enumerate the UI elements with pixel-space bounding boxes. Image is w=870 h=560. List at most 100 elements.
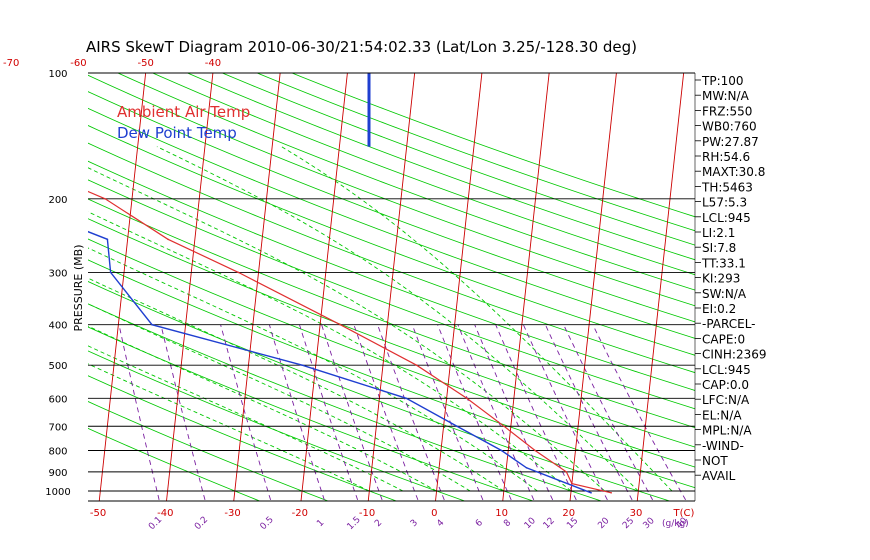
index-label: CAP:0.0 (702, 378, 749, 392)
mixing-ratio-line (268, 324, 325, 501)
isotherm (166, 73, 214, 501)
ambient-point (503, 425, 505, 428)
isotherm (772, 73, 818, 501)
dry-adiabat (117, 73, 695, 291)
index-label: MW:N/A (702, 89, 750, 103)
bottom-temp-tick-label: -20 (292, 508, 308, 519)
isotherm (367, 73, 416, 501)
pressure-tick-label: 800 (48, 447, 67, 458)
dry-adiabat (88, 198, 695, 429)
index-label: TT:33.1 (701, 256, 746, 270)
legend-ambient-air-temp: Ambient Air Temp (117, 103, 250, 121)
index-label: LCL:945 (702, 211, 751, 225)
moist-adiabat (88, 277, 505, 492)
index-label: CAPE:0 (702, 332, 745, 346)
index-label: MAXT:30.8 (702, 165, 765, 179)
grid-layer (0, 73, 870, 501)
mixing-ratio-line (437, 324, 512, 501)
mixing-ratio-line (220, 324, 272, 501)
top-temp-tick-label: -50 (138, 58, 154, 69)
index-label: TP:100 (701, 74, 744, 88)
pressure-tick-label: 600 (48, 394, 67, 405)
legend-dew-point-temp: Dew Point Temp (117, 124, 237, 142)
top-temp-tick-label: -60 (70, 58, 86, 69)
dewpoint-point (301, 364, 304, 367)
mixing-ratio-label: 0.2 (193, 515, 210, 532)
isotherm (435, 73, 483, 501)
dry-adiabat (88, 142, 695, 374)
dry-adiabat (88, 281, 670, 501)
dewpoint-point (109, 271, 112, 274)
pressure-tick-label: 100 (48, 69, 67, 80)
top-temp-tick-label: -40 (205, 58, 221, 69)
ambient-point (534, 449, 536, 452)
dry-adiabat (88, 218, 695, 448)
pressure-tick-label: 900 (48, 468, 67, 479)
moist-adiabat (88, 363, 370, 492)
dry-adiabat (88, 91, 695, 323)
index-label: EL:N/A (702, 408, 742, 422)
isotherm (569, 73, 617, 501)
mixing-ratio-line (522, 324, 608, 501)
bottom-temp-tick-label: 20 (562, 508, 575, 519)
temp-unit-label: T(C) (673, 508, 695, 519)
dry-adiabat (88, 427, 260, 501)
index-label: NOT (702, 454, 728, 468)
dry-adiabat (88, 179, 695, 410)
dry-adiabat (88, 107, 695, 339)
dry-adiabat (88, 326, 534, 501)
pressure-tick-label: 200 (48, 195, 67, 206)
index-label: L57:5.3 (702, 196, 747, 210)
isotherm (0, 73, 11, 501)
series-dew-point-temp (88, 230, 592, 494)
mixing-ratio-line (544, 324, 633, 501)
index-label: MPL:N/A (702, 424, 752, 438)
dry-adiabat (88, 401, 329, 501)
dry-adiabat (88, 238, 695, 468)
mixing-ratio-label: 12 (542, 516, 557, 531)
mixing-ratio-label: 8 (502, 518, 513, 529)
ambient-point (104, 198, 106, 200)
mixing-ratio-label: 30 (642, 516, 657, 531)
mixing-ratio-label: 4 (435, 518, 446, 529)
dewpoint-point (456, 425, 458, 428)
pressure-tick-label: 700 (48, 422, 67, 433)
dry-adiabat (222, 73, 695, 246)
mixing-ratio-line (495, 324, 577, 501)
dewpoint-point (525, 467, 528, 469)
index-label: SI:7.8 (702, 241, 736, 255)
moist-adiabat (88, 211, 572, 492)
index-label: -PARCEL- (702, 317, 756, 331)
series-layer (88, 73, 612, 494)
bottom-temp-tick-label: 10 (495, 508, 508, 519)
dry-adiabat (88, 375, 397, 501)
mixing-ratio-line (411, 324, 484, 501)
index-label: LCL:945 (702, 363, 751, 377)
index-label: KI:293 (702, 272, 740, 286)
dewpoint-point (106, 238, 109, 241)
bottom-temp-tick-label: 0 (431, 508, 437, 519)
index-label: LFC:N/A (702, 393, 750, 407)
chart-title: AIRS SkewT Diagram 2010-06-30/21:54:02.3… (86, 38, 637, 56)
index-label: WB0:760 (702, 120, 757, 134)
dry-adiabat (88, 74, 695, 307)
mixing-ratio-label: 20 (596, 516, 611, 531)
mixing-ratio-line (160, 324, 206, 501)
isotherm (839, 73, 870, 501)
dry-adiabat (256, 73, 695, 232)
isotherm (300, 73, 348, 501)
ambient-point (237, 271, 240, 274)
index-label: CINH:2369 (702, 348, 767, 362)
index-label: LI:2.1 (702, 226, 735, 240)
mixing-ratio-line (118, 324, 160, 500)
isotherm (233, 73, 281, 501)
top-temp-tick-label: -70 (3, 58, 19, 69)
mixing-ratio-line (457, 324, 535, 501)
moist-adiabat (88, 325, 437, 492)
axis-layer: 1002003004005006007008009001000-120-110-… (3, 58, 696, 532)
index-label: -WIND- (702, 439, 744, 453)
mixing-ratio-line (377, 324, 445, 501)
mixing-ratio-label: 3 (409, 518, 420, 529)
index-label: AVAIL (702, 469, 736, 483)
